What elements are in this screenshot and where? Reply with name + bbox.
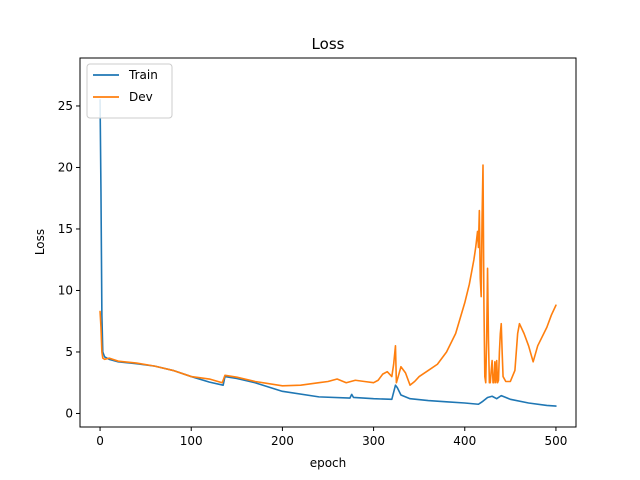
- y-axis-label: Loss: [33, 229, 47, 255]
- x-tick-label: 100: [180, 434, 203, 448]
- legend-label-dev: Dev: [129, 90, 153, 104]
- y-tick-label: 5: [65, 345, 73, 359]
- legend-box: [86, 63, 173, 119]
- x-tick-label: 0: [96, 434, 104, 448]
- x-tick-label: 200: [271, 434, 294, 448]
- legend-label-train: Train: [128, 68, 158, 82]
- ticks-layer: 0 100 200 300 400 500 0 5 10 15 20 25: [58, 99, 568, 448]
- x-tick-label: 500: [544, 434, 567, 448]
- legend: Train Dev: [86, 63, 173, 119]
- chart-title: Loss: [312, 35, 345, 53]
- x-tick-label: 400: [453, 434, 476, 448]
- series-layer: [99, 99, 557, 407]
- y-tick-label: 15: [58, 222, 73, 236]
- y-tick-label: 0: [65, 406, 73, 420]
- y-tick-label: 20: [58, 160, 73, 174]
- series-line-dev: [99, 164, 557, 387]
- x-axis-label: epoch: [310, 456, 347, 470]
- x-tick-label: 300: [362, 434, 385, 448]
- y-tick-label: 25: [58, 99, 73, 113]
- plot-frame: [79, 57, 577, 428]
- y-tick-label: 10: [58, 283, 73, 297]
